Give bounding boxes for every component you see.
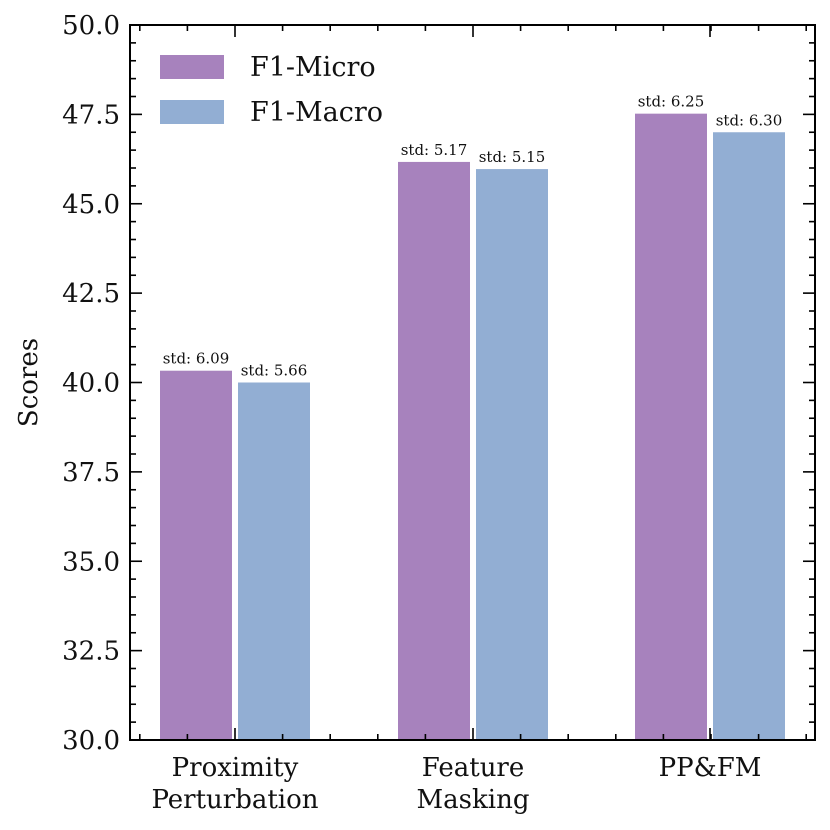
legend-label: F1-Micro <box>250 52 376 83</box>
y-tick-label: 42.5 <box>62 279 120 309</box>
y-axis-title: Scores <box>14 338 44 427</box>
std-label: std: 5.15 <box>479 148 546 166</box>
bar-f1-macro <box>476 169 548 740</box>
y-tick-label: 50.0 <box>62 11 120 41</box>
x-category-label: PP&FM <box>659 753 762 783</box>
legend-swatch <box>160 100 224 124</box>
x-category-label: Perturbation <box>151 785 318 815</box>
x-category-label: Masking <box>417 785 530 815</box>
y-tick-label: 40.0 <box>62 369 120 399</box>
bar-f1-macro <box>713 132 785 740</box>
std-label: std: 6.09 <box>163 350 230 368</box>
y-tick-label: 32.5 <box>62 637 120 667</box>
x-category-label: Feature <box>422 753 525 783</box>
bar-f1-micro <box>635 113 707 740</box>
legend-swatch <box>160 55 224 79</box>
plot-frame <box>129 24 816 741</box>
y-tick-label: 45.0 <box>62 190 120 220</box>
std-label: std: 6.25 <box>638 93 705 111</box>
bar-f1-micro <box>398 161 470 741</box>
std-label: std: 5.66 <box>241 362 308 380</box>
y-tick-label: 30.0 <box>62 726 120 756</box>
std-label: std: 5.17 <box>401 141 468 159</box>
legend-label: F1-Macro <box>250 97 383 128</box>
y-tick-label: 35.0 <box>62 547 120 577</box>
legend: F1-Micro F1-Macro <box>160 52 383 128</box>
labels-layer: std: 6.09 std: 5.17 std: 6.25 std: 5.66 std:… <box>14 11 782 815</box>
y-tick-label: 37.5 <box>62 458 120 488</box>
y-tick-label: 47.5 <box>62 100 120 130</box>
bar-f1-micro <box>160 370 232 740</box>
bars-layer <box>160 113 785 741</box>
std-label: std: 6.30 <box>716 111 783 129</box>
bar-f1-macro <box>238 382 310 740</box>
x-category-label: Proximity <box>172 753 299 783</box>
axes-layer <box>129 24 816 741</box>
